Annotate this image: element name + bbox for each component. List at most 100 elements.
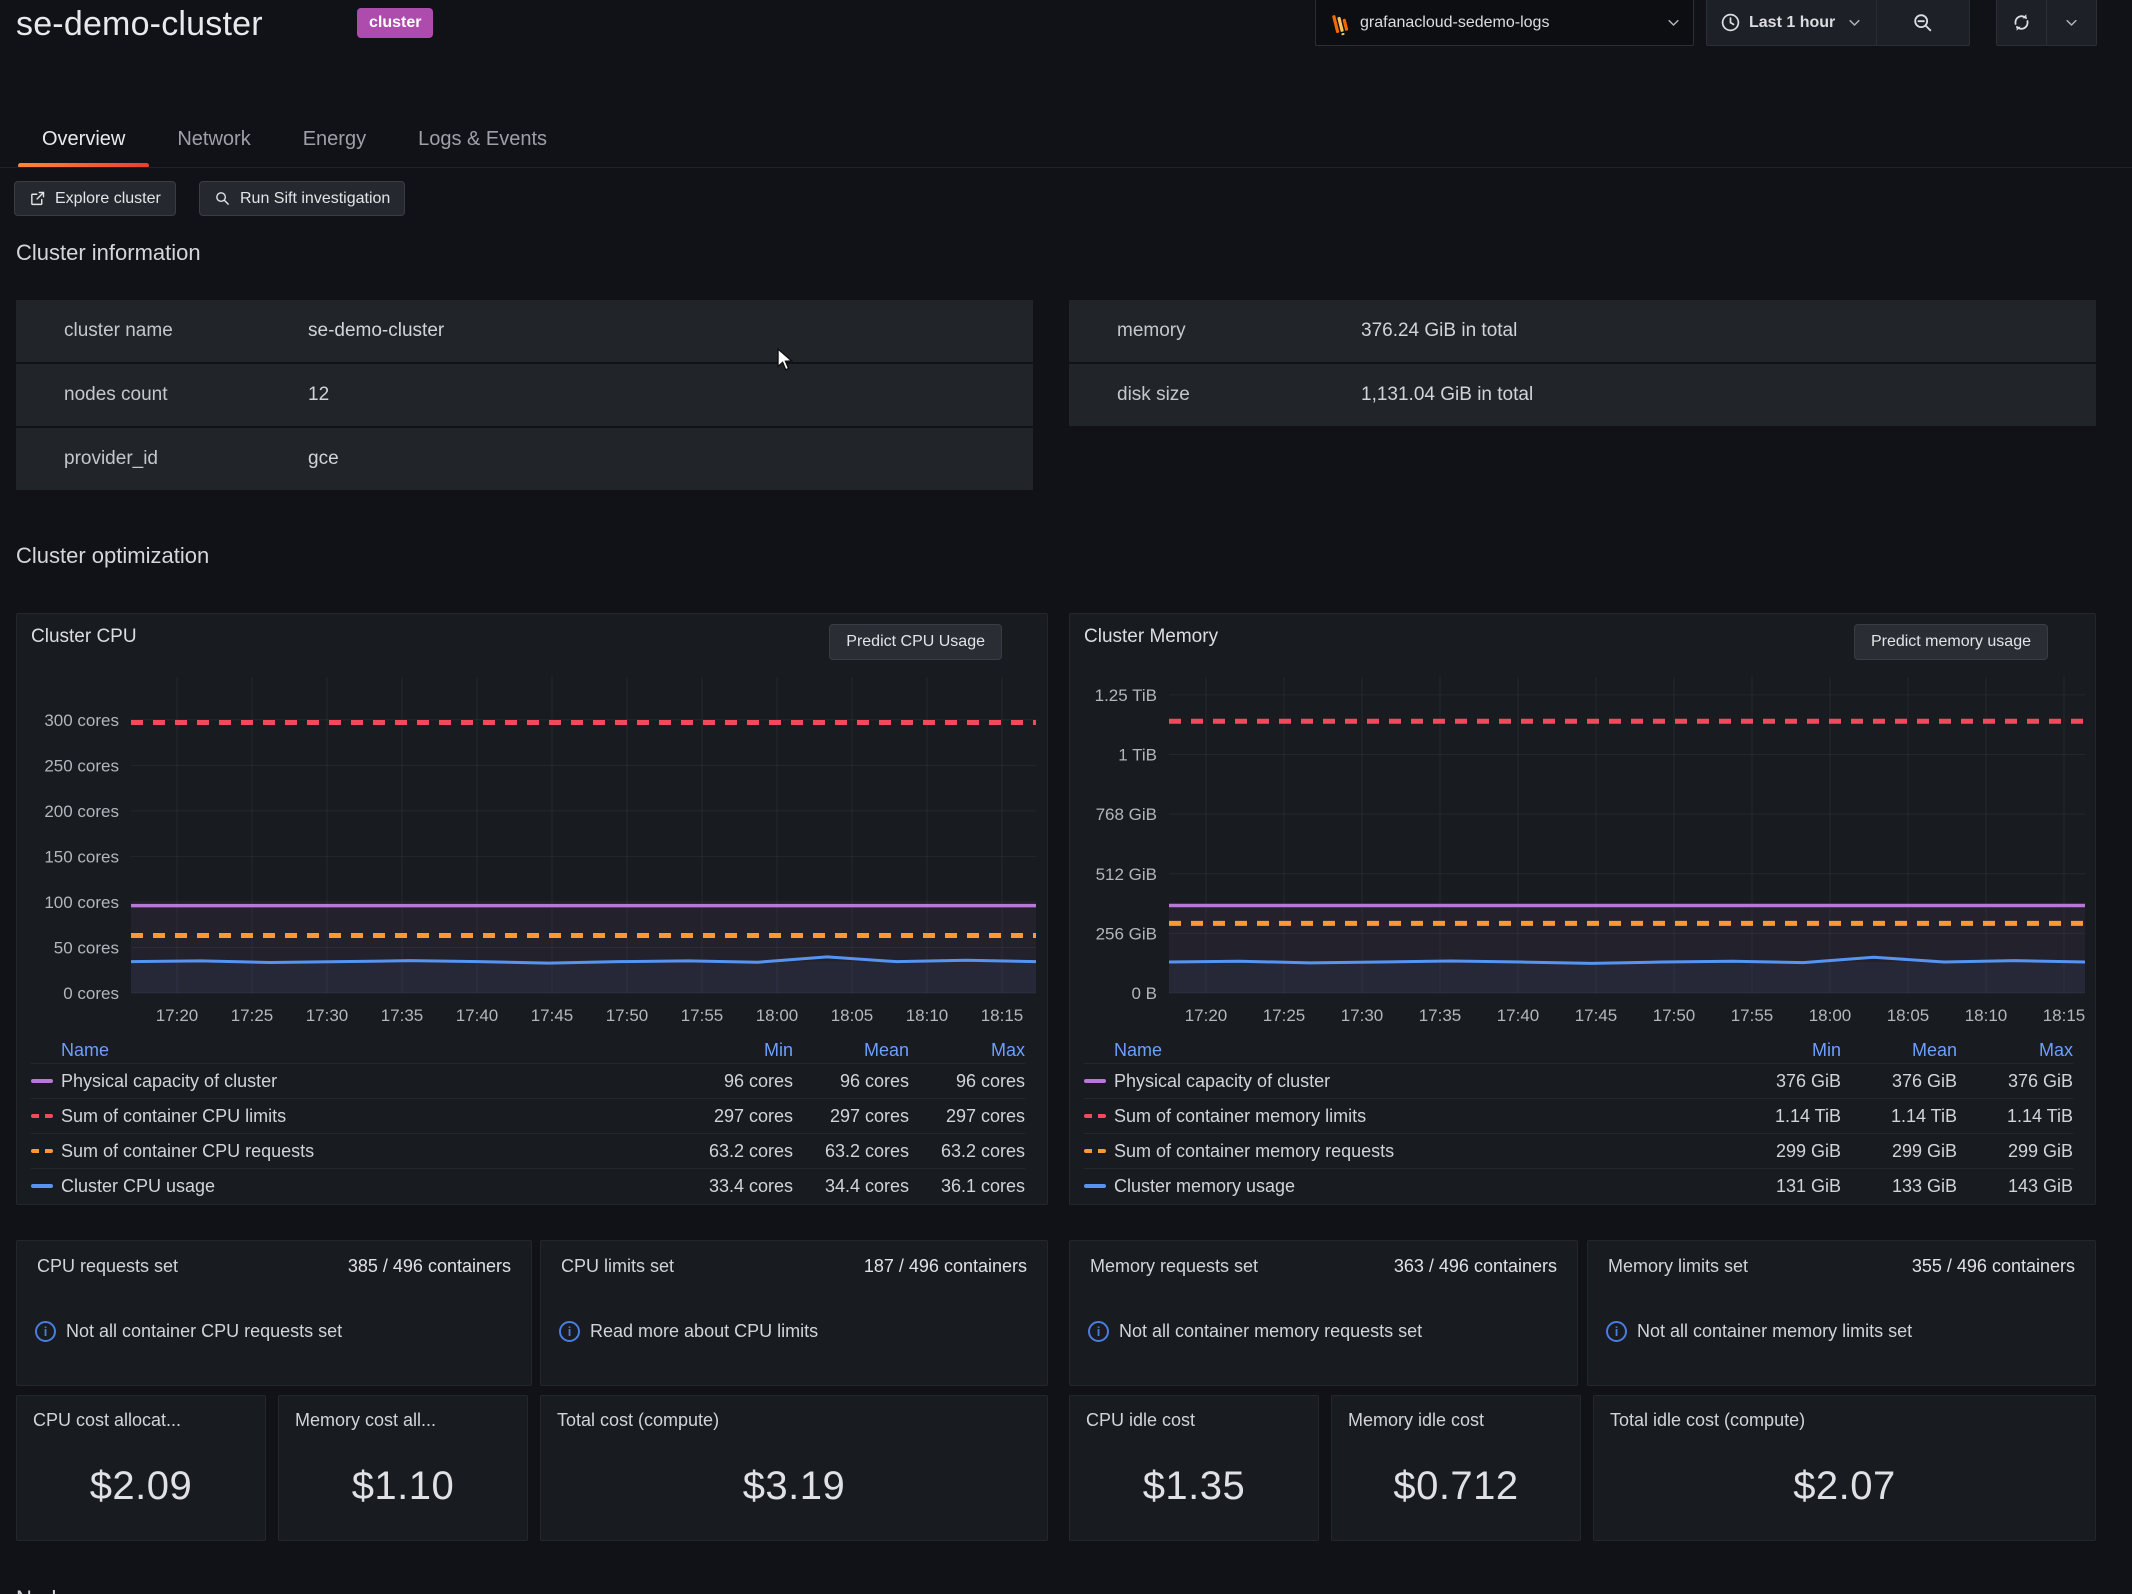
tab-overview[interactable]: Overview [16,112,151,167]
legend-min-value: 1.14 TiB [1725,1106,1841,1127]
cluster-info-table-right: memory 376.24 GiB in total disk size 1,1… [1069,300,2096,426]
run-sift-investigation-button[interactable]: Run Sift investigation [199,181,405,216]
series-swatch-orange [31,1149,53,1153]
stat-value: 363 / 496 containers [1394,1256,1557,1277]
legend-col-mean[interactable]: Mean [1841,1040,1957,1061]
svg-text:0 B: 0 B [1131,984,1157,1003]
svg-text:17:35: 17:35 [1419,1006,1462,1025]
svg-text:17:25: 17:25 [231,1006,274,1025]
svg-text:250 cores: 250 cores [44,756,119,775]
grafana-cluster-dashboard: se-demo-cluster cluster grafanacloud-sed… [0,0,2132,1594]
explore-cluster-button[interactable]: Explore cluster [14,181,176,216]
legend-series-name[interactable]: Sum of container memory limits [1114,1106,1725,1127]
tab-label: Network [177,128,250,151]
info-value: 1,131.04 GiB in total [1361,384,1533,406]
search-icon [214,190,231,207]
legend-mean-value: 34.4 cores [793,1176,909,1197]
legend-col-min[interactable]: Min [677,1040,793,1061]
stat-card-cpu-limits: CPU limits set 187 / 496 containers iRea… [540,1240,1048,1386]
legend-row: Physical capacity of cluster 376 GiB 376… [1084,1063,2073,1098]
legend-series-name[interactable]: Cluster memory usage [1114,1176,1725,1197]
tab-logs-events[interactable]: Logs & Events [392,112,573,167]
chevron-down-icon [1666,15,1681,30]
datasource-picker[interactable]: grafanacloud-sedemo-logs [1315,0,1694,46]
refresh-interval-chevron[interactable] [2047,0,2096,45]
cost-card-total-idle: Total idle cost (compute) $2.07 [1593,1395,2096,1541]
legend-row: Physical capacity of cluster 96 cores 96… [31,1063,1025,1098]
series-swatch-purple [31,1079,53,1083]
info-label: nodes count [16,384,308,406]
legend-header: Name Min Mean Max [1084,1037,2073,1063]
cost-value: $0.712 [1332,1464,1580,1509]
svg-text:17:50: 17:50 [1653,1006,1696,1025]
legend-col-max[interactable]: Max [1957,1040,2073,1061]
legend-series-name[interactable]: Physical capacity of cluster [61,1071,677,1092]
legend-series-name[interactable]: Cluster CPU usage [61,1176,677,1197]
svg-text:18:00: 18:00 [756,1006,799,1025]
info-value: 12 [308,384,329,406]
svg-text:18:10: 18:10 [906,1006,949,1025]
svg-text:512 GiB: 512 GiB [1096,865,1157,884]
svg-text:18:05: 18:05 [1887,1006,1930,1025]
legend-series-name[interactable]: Sum of container memory requests [1114,1141,1725,1162]
cluster-information-heading: Cluster information [16,240,201,266]
legend-mean-value: 297 cores [793,1106,909,1127]
series-swatch-red [31,1114,53,1118]
svg-text:18:10: 18:10 [1965,1006,2008,1025]
tab-label: Logs & Events [418,128,547,151]
series-swatch-red [1084,1114,1106,1118]
svg-text:18:15: 18:15 [2043,1006,2086,1025]
page-title: se-demo-cluster [16,0,263,48]
tab-energy[interactable]: Energy [277,112,392,167]
cluster-optimization-heading: Cluster optimization [16,543,209,569]
legend-series-name[interactable]: Physical capacity of cluster [1114,1071,1725,1092]
svg-text:50 cores: 50 cores [54,938,119,957]
svg-text:17:50: 17:50 [606,1006,649,1025]
stat-note-text: Not all container memory limits set [1637,1321,1912,1342]
info-label: disk size [1069,384,1361,406]
tab-network[interactable]: Network [151,112,276,167]
cpu-limits-link[interactable]: Read more about CPU limits [590,1321,818,1342]
series-swatch-purple [1084,1079,1106,1083]
svg-text:150 cores: 150 cores [44,847,119,866]
legend-series-name[interactable]: Sum of container CPU requests [61,1141,677,1162]
cost-title: Total cost (compute) [557,1410,1037,1431]
legend-mean-value: 96 cores [793,1071,909,1092]
legend-mean-value: 376 GiB [1841,1071,1957,1092]
svg-text:17:20: 17:20 [1185,1006,1228,1025]
tab-bar: Overview Network Energy Logs & Events [16,112,573,167]
legend-col-mean[interactable]: Mean [793,1040,909,1061]
info-value: se-demo-cluster [308,320,444,342]
run-sift-label: Run Sift investigation [240,190,390,208]
legend-row: Sum of container memory limits 1.14 TiB … [1084,1098,2073,1133]
svg-text:17:45: 17:45 [531,1006,574,1025]
legend-header: Name Min Mean Max [31,1037,1025,1063]
time-range-picker[interactable]: Last 1 hour [1706,0,1970,46]
next-section-heading-partial: Nodes [16,1586,80,1594]
legend-max-value: 1.14 TiB [1957,1106,2073,1127]
svg-text:18:05: 18:05 [831,1006,874,1025]
legend-col-min[interactable]: Min [1725,1040,1841,1061]
info-row-nodes-count: nodes count 12 [16,364,1033,426]
zoom-out-button[interactable] [1877,0,1969,45]
stat-note: iRead more about CPU limits [559,1321,818,1342]
info-row-cluster-name: cluster name se-demo-cluster [16,300,1033,362]
info-label: cluster name [16,320,308,342]
time-range-label: Last 1 hour [1749,14,1835,32]
svg-text:17:25: 17:25 [1263,1006,1306,1025]
svg-text:18:00: 18:00 [1809,1006,1852,1025]
svg-text:0 cores: 0 cores [63,984,119,1003]
refresh-button[interactable] [1997,0,2046,45]
stat-title: Memory requests set [1090,1256,1258,1277]
cost-title: Memory cost all... [295,1410,517,1431]
svg-text:17:35: 17:35 [381,1006,424,1025]
legend-min-value: 299 GiB [1725,1141,1841,1162]
stat-card-memory-limits: Memory limits set 355 / 496 containers i… [1587,1240,2096,1386]
cluster-badge: cluster [357,8,433,38]
legend-series-name[interactable]: Sum of container CPU limits [61,1106,677,1127]
svg-text:256 GiB: 256 GiB [1096,924,1157,943]
chevron-down-icon [1847,15,1862,30]
info-row-memory: memory 376.24 GiB in total [1069,300,2096,362]
legend-col-max[interactable]: Max [909,1040,1025,1061]
info-label: memory [1069,320,1361,342]
